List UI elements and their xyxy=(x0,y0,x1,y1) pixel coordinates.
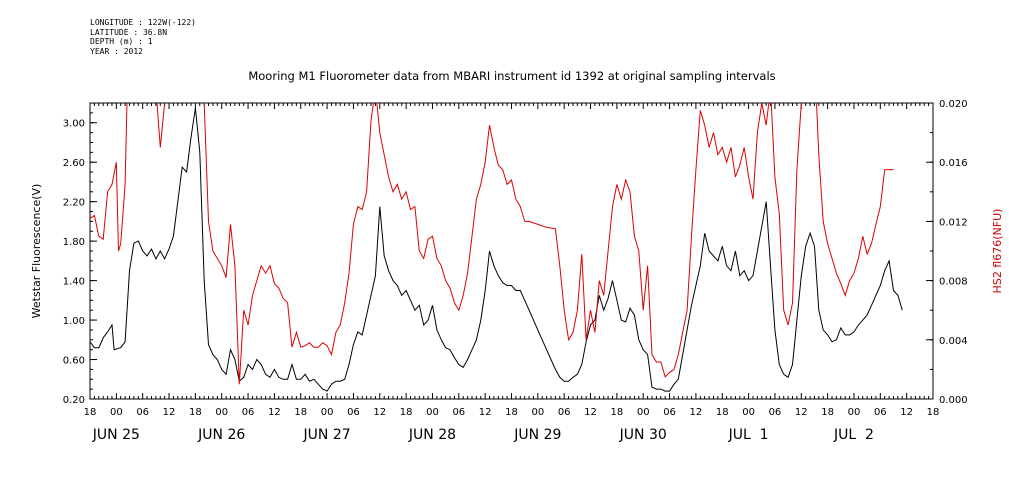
axes-group: 18 00 06 12 18 00 06 12 18 00 06 12 18 00 06 12 18 00 06 12… xyxy=(63,99,968,443)
y-tick-label-right: 0.012 xyxy=(939,217,968,228)
y-tick-label-right: 0.000 xyxy=(939,395,968,406)
x-date-label: JUL 1 xyxy=(728,427,769,443)
x-tick-label: 18 xyxy=(927,407,940,418)
x-date-label: JUN 27 xyxy=(303,427,351,443)
y-tick-label-left: 0.20 xyxy=(63,395,85,406)
plot-frame xyxy=(89,102,934,400)
x-tick-label: 06 xyxy=(452,407,465,418)
y-axis-label-right: HS2 fl676(NFU) xyxy=(991,209,1004,294)
y-tick-label-left: 2.20 xyxy=(63,198,85,209)
x-tick-label: 00 xyxy=(742,407,755,418)
x-tick-label: 06 xyxy=(242,407,255,418)
x-tick-label: 00 xyxy=(321,407,334,418)
x-tick-label: 06 xyxy=(136,407,149,418)
x-tick-label: 18 xyxy=(189,407,202,418)
y-tick-label-right: 0.016 xyxy=(939,158,968,169)
series-group xyxy=(90,103,903,392)
x-tick-label: 00 xyxy=(531,407,544,418)
x-tick-label: 06 xyxy=(347,407,360,418)
x-tick-label: 18 xyxy=(84,407,97,418)
x-tick-label: 12 xyxy=(373,407,386,418)
x-tick-label: 12 xyxy=(900,407,913,418)
y-tick-label-left: 1.40 xyxy=(63,277,85,288)
x-tick-label: 18 xyxy=(294,407,307,418)
x-tick-label: 18 xyxy=(821,407,834,418)
x-tick-label: 18 xyxy=(400,407,413,418)
x-date-label: JUN 28 xyxy=(408,427,456,443)
meta-latitude: LATITUDE : 36.8N xyxy=(90,27,168,37)
x-date-label: JUN 26 xyxy=(197,427,245,443)
meta-longitude: LONGITUDE : 122W(-122) xyxy=(90,18,196,27)
x-date-label: JUL 2 xyxy=(833,427,874,443)
y-tick-label-left: 2.60 xyxy=(63,158,85,169)
x-tick-label: 12 xyxy=(690,407,703,418)
x-tick-label: 18 xyxy=(611,407,624,418)
x-tick-label: 00 xyxy=(848,407,861,418)
x-date-label: JUN 30 xyxy=(619,427,667,443)
x-tick-label: 12 xyxy=(163,407,176,418)
x-tick-label: 00 xyxy=(215,407,228,418)
x-tick-label: 06 xyxy=(874,407,887,418)
y-tick-label-left: 3.00 xyxy=(63,119,85,130)
meta-year: YEAR : 2012 xyxy=(90,46,143,56)
x-tick-label: 12 xyxy=(268,407,281,418)
x-tick-label: 00 xyxy=(110,407,123,418)
x-tick-label: 00 xyxy=(426,407,439,418)
x-tick-label: 00 xyxy=(637,407,650,418)
x-date-label: JUN 25 xyxy=(92,427,140,443)
series-line-wetstar xyxy=(90,107,903,392)
x-date-label: JUN 29 xyxy=(513,427,561,443)
x-tick-label: 18 xyxy=(716,407,729,418)
x-tick-label: 12 xyxy=(584,407,597,418)
x-tick-label: 06 xyxy=(558,407,571,418)
x-tick-label: 06 xyxy=(769,407,782,418)
metadata-block: LONGITUDE : 122W(-122) LATITUDE : 36.8N … xyxy=(90,18,196,56)
x-tick-label: 06 xyxy=(663,407,676,418)
x-tick-label: 18 xyxy=(505,407,518,418)
y-tick-label-right: 0.020 xyxy=(939,99,968,110)
x-tick-label: 12 xyxy=(795,407,808,418)
y-axis-label-left: Wetstar Fluorescence(V) xyxy=(30,184,43,319)
y-tick-label-right: 0.004 xyxy=(939,336,968,347)
x-tick-label: 12 xyxy=(479,407,492,418)
meta-depth: DEPTH (m) : 1 xyxy=(90,37,153,46)
chart-title: Mooring M1 Fluorometer data from MBARI i… xyxy=(248,69,775,83)
series-line-hs2-fl676 xyxy=(90,103,894,385)
y-tick-label-left: 0.60 xyxy=(63,356,85,367)
y-tick-label-right: 0.008 xyxy=(939,277,968,288)
y-tick-label-left: 1.00 xyxy=(63,316,85,327)
y-tick-label-left: 1.80 xyxy=(63,237,85,248)
